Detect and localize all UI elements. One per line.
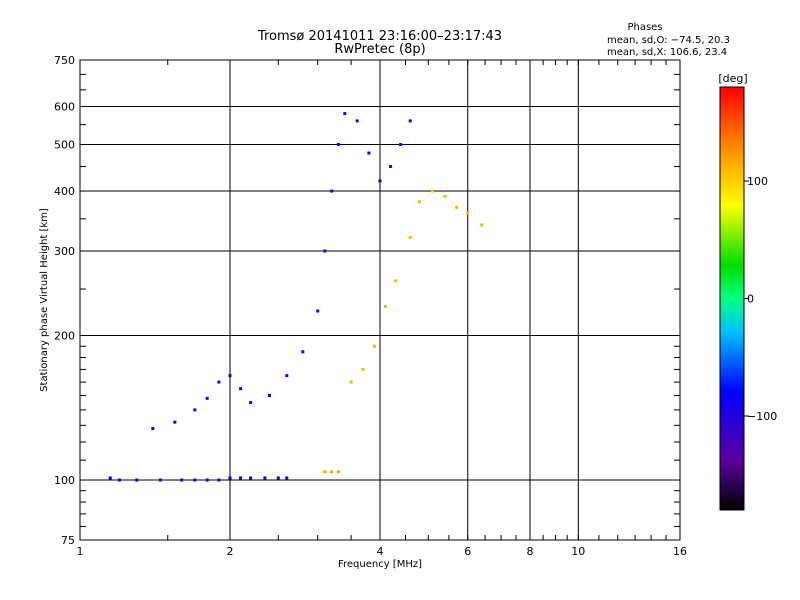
data-point (408, 236, 412, 240)
chart-subtitle: RwPretec (8p) (334, 42, 425, 57)
stats-x-line: mean, sd,X: 106.6, 23.4 (607, 47, 727, 58)
data-point (455, 205, 459, 209)
x-axis-ticks: 1 2 4 6 8 10 16 (77, 60, 687, 558)
data-point (193, 478, 197, 482)
data-point (361, 367, 365, 371)
y-tick-label: 200 (54, 330, 75, 343)
data-point (480, 223, 484, 227)
data-point (267, 394, 271, 398)
data-point (349, 380, 353, 384)
data-point (151, 427, 155, 431)
data-point (301, 350, 305, 354)
data-point (417, 200, 421, 204)
data-points (108, 112, 484, 482)
data-point (330, 470, 334, 474)
data-point (343, 112, 347, 116)
data-point (217, 380, 221, 384)
data-point (443, 194, 447, 198)
data-point (336, 143, 340, 147)
data-point (285, 476, 289, 480)
data-point (285, 374, 289, 378)
colorbar-tick-label: 0 (747, 293, 754, 306)
stats-o-line: mean, sd,O: −74.5, 20.3 (607, 35, 730, 46)
data-point (193, 408, 197, 412)
y-axis-ticks: 75 100 200 300 400 500 600 750 (54, 54, 680, 547)
data-point (367, 151, 371, 155)
x-tick-label: 10 (571, 545, 585, 558)
stats-header: Phases (627, 22, 662, 33)
data-point (239, 387, 243, 391)
data-point (323, 470, 327, 474)
data-point (249, 476, 253, 480)
data-point (466, 211, 470, 215)
data-point (249, 401, 253, 405)
data-point (173, 420, 177, 424)
data-point (378, 179, 382, 183)
data-point (117, 478, 121, 482)
x-tick-label: 4 (377, 545, 384, 558)
data-point (323, 249, 327, 253)
data-point (217, 478, 221, 482)
data-point (158, 478, 162, 482)
colorbar (719, 86, 745, 511)
data-point (389, 164, 393, 168)
data-point (276, 476, 280, 480)
data-point (263, 476, 267, 480)
x-tick-label: 1 (77, 545, 84, 558)
data-point (239, 476, 243, 480)
y-axis-label: Stationary phase Virtual Height [km] (39, 208, 50, 392)
colorbar-tick-label: −100 (747, 410, 777, 423)
colorbar-tick-label: 100 (747, 175, 768, 188)
data-point (330, 189, 334, 193)
y-tick-label: 100 (54, 474, 75, 487)
data-point (394, 279, 398, 283)
colorbar-label: [deg] (718, 72, 747, 85)
data-point (228, 374, 232, 378)
colorbar-ticks: 100 0 −100 (744, 175, 777, 423)
data-point (399, 143, 403, 147)
y-tick-label: 500 (54, 139, 75, 152)
data-point (408, 119, 412, 123)
data-point (336, 470, 340, 474)
y-tick-label: 750 (54, 54, 75, 67)
x-tick-label: 8 (527, 545, 534, 558)
data-point (135, 478, 139, 482)
data-point (383, 304, 387, 308)
data-point (373, 344, 377, 348)
data-point (431, 189, 435, 193)
x-tick-label: 16 (673, 545, 687, 558)
y-tick-label: 75 (61, 534, 75, 547)
chart-title: Tromsø 20141011 23:16:00–23:17:43 (257, 29, 502, 44)
x-axis-label: Frequency [MHz] (338, 559, 422, 570)
y-tick-label: 600 (54, 101, 75, 114)
data-point (205, 396, 209, 400)
data-point (355, 119, 359, 123)
y-tick-label: 400 (54, 185, 75, 198)
data-point (228, 476, 232, 480)
x-tick-label: 2 (227, 545, 234, 558)
y-tick-label: 300 (54, 245, 75, 258)
data-point (316, 309, 320, 313)
data-point (180, 478, 184, 482)
data-point (205, 478, 209, 482)
data-point (108, 476, 112, 480)
x-tick-label: 6 (464, 545, 471, 558)
